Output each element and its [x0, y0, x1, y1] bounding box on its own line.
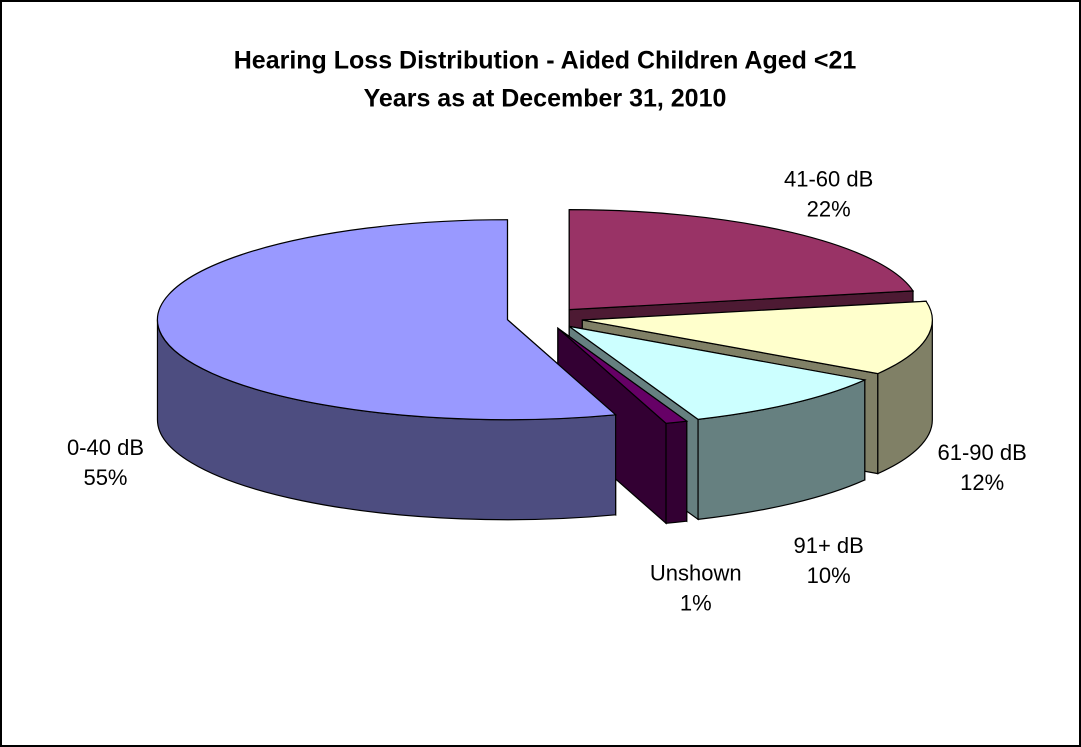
- slice: [582, 300, 933, 375]
- value-label: 55%: [83, 465, 127, 490]
- slice-label: Unshown: [650, 560, 742, 585]
- slice: [568, 325, 867, 420]
- labels: 41-60 dB 22% 61-90 dB 12% 91+ dB 10% Unshown 1%…: [67, 167, 1027, 616]
- value-label: 1%: [680, 590, 712, 615]
- slice-label: 61-90 dB: [937, 440, 1026, 465]
- slice: [156, 219, 618, 421]
- value-label: 22%: [807, 197, 851, 222]
- slice-label: 91+ dB: [793, 533, 863, 558]
- slice: [568, 209, 915, 311]
- slice-label: 0-40 dB: [67, 435, 144, 460]
- slice-label: 41-60 dB: [784, 167, 873, 192]
- pie: [156, 209, 933, 525]
- value-label: 12%: [960, 470, 1004, 495]
- value-label: 10%: [807, 563, 851, 588]
- chart-title: Hearing Loss Distribution - Aided Childr…: [234, 47, 857, 75]
- chart-title: Years as at December 31, 2010: [364, 85, 727, 113]
- slice-side: [665, 420, 688, 524]
- slice: [557, 327, 689, 424]
